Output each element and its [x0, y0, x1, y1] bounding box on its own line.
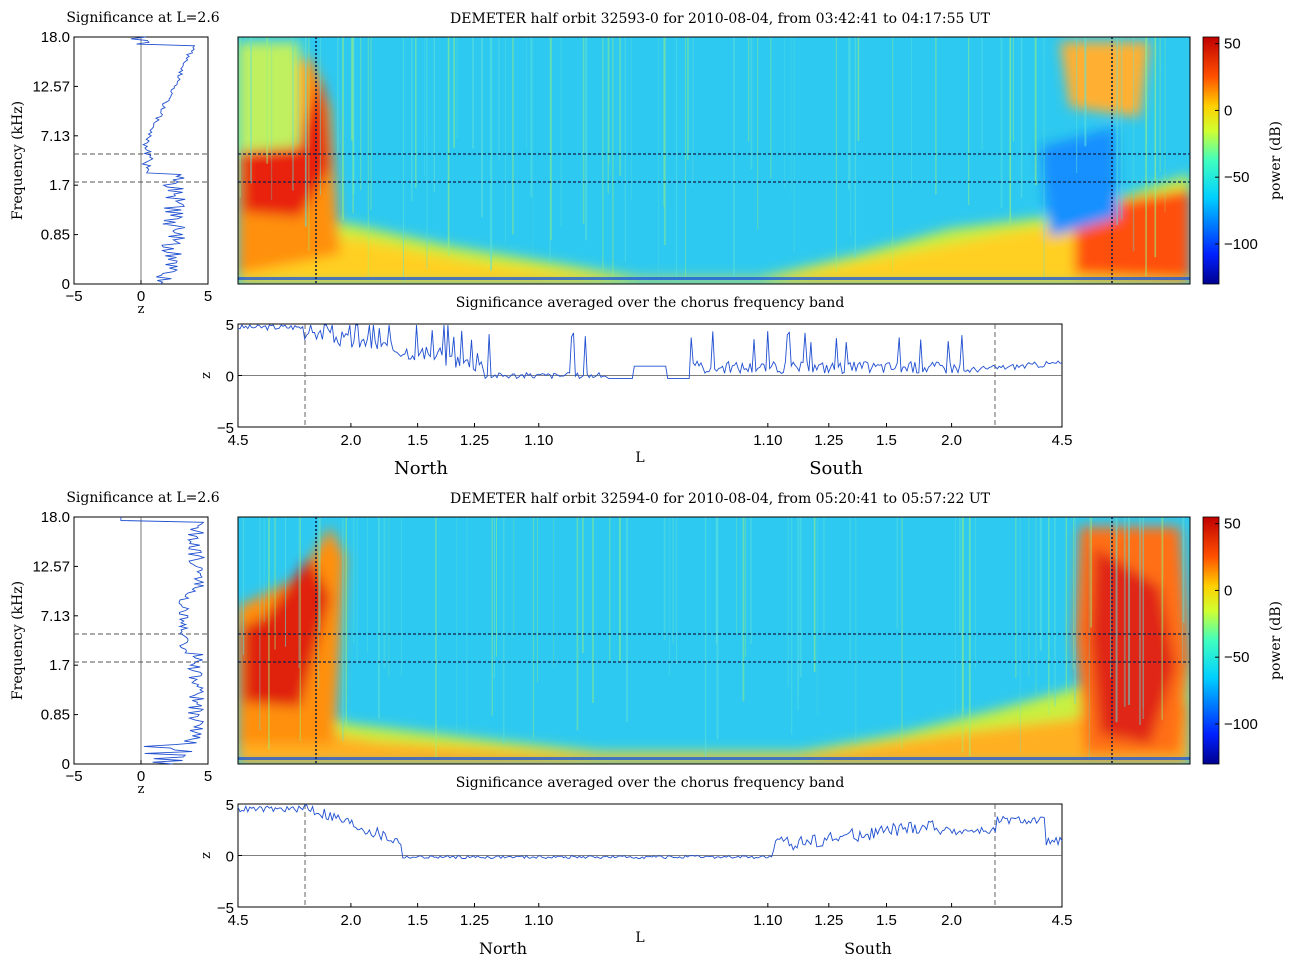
freq-tick: 0.85	[41, 707, 70, 724]
panel-1: DEMETER half orbit 32593-0 for 2010-08-0…	[10, 10, 1284, 479]
freq-tick: 7.13	[41, 608, 70, 625]
hemisphere-north: North	[394, 458, 448, 479]
z-tick: −5	[65, 768, 82, 785]
freq-tick: 1.7	[49, 657, 70, 674]
L-tick: 4.5	[228, 432, 249, 449]
freq-tick: 0	[62, 276, 70, 293]
spectrogram	[237, 36, 1191, 285]
colorbar	[1202, 516, 1220, 765]
colorbar	[1202, 36, 1220, 285]
bottom-z-tick: 0	[226, 369, 234, 386]
panel-2: DEMETER half orbit 32594-0 for 2010-08-0…	[0, 480, 1290, 960]
freq-tick: 0	[62, 756, 70, 773]
bottom-ylabel: z	[199, 372, 214, 379]
z-tick: −5	[65, 288, 82, 305]
bottom-z-tick: −5	[217, 900, 234, 917]
lowband-core	[238, 204, 1190, 284]
L-tick: 1.25	[460, 912, 489, 929]
freq-tick: 0.85	[41, 227, 70, 244]
L-tick: 2.0	[340, 912, 361, 929]
bottom-significance-line	[237, 324, 1063, 380]
L-tick: 2.0	[941, 912, 962, 929]
L-tick: 1.10	[524, 912, 553, 929]
hemisphere-north: North	[479, 939, 527, 958]
colorbar-tick: 50	[1224, 36, 1241, 53]
hemisphere-south: South	[809, 458, 863, 479]
L-tick: 1.5	[876, 912, 897, 929]
bottom-panel-title: Significance averaged over the chorus fr…	[456, 295, 845, 311]
freq-tick: 12.57	[32, 558, 70, 575]
colorbar-label: power (dB)	[1268, 121, 1284, 200]
colorbar-tick: −100	[1224, 236, 1258, 253]
bottom-z-tick: 5	[226, 317, 234, 334]
left-ylabel: Frequency (kHz)	[10, 101, 26, 220]
bottom-significance-line	[237, 804, 1063, 860]
left-xlabel: z	[138, 302, 145, 317]
bottom-z-tick: −5	[217, 420, 234, 437]
spectrogram-title: DEMETER half orbit 32594-0 for 2010-08-0…	[450, 491, 991, 507]
colorbar-tick: −100	[1224, 716, 1258, 733]
colorbar-label: power (dB)	[1268, 601, 1284, 680]
north-chorus-core	[243, 557, 330, 707]
L-tick: 1.25	[814, 912, 843, 929]
left-xlabel: z	[138, 782, 145, 797]
north-high-band	[238, 42, 300, 152]
L-tick: 2.0	[941, 432, 962, 449]
chart-svg: DEMETER half orbit 32593-0 for 2010-08-0…	[10, 10, 1284, 479]
z-tick: 0	[137, 288, 145, 305]
L-tick: 1.5	[876, 432, 897, 449]
hemisphere-south: South	[844, 939, 892, 958]
lowband-core	[238, 704, 1190, 764]
L-tick: 1.25	[460, 432, 489, 449]
L-tick: 1.5	[407, 432, 428, 449]
south-high-band	[1060, 42, 1150, 117]
freq-tick: 1.7	[49, 177, 70, 194]
L-tick: 4.5	[228, 912, 249, 929]
bottom-panel-title: Significance averaged over the chorus fr…	[456, 775, 845, 791]
z-tick: 5	[204, 288, 212, 305]
chart-svg: DEMETER half orbit 32594-0 for 2010-08-0…	[10, 490, 1284, 958]
colorbar-tick: 0	[1224, 102, 1232, 119]
bottom-xlabel: L	[635, 930, 644, 946]
freq-tick: 18.0	[41, 509, 70, 526]
L-tick: 1.10	[753, 432, 782, 449]
L-tick: 1.10	[753, 912, 782, 929]
bottom-z-tick: 5	[226, 797, 234, 814]
left-ylabel: Frequency (kHz)	[10, 581, 26, 700]
bottom-xlabel: L	[635, 450, 644, 466]
left-significance-line	[120, 517, 206, 765]
colorbar-tick: 50	[1224, 516, 1241, 533]
z-tick: 5	[204, 768, 212, 785]
spectrogram-title: DEMETER half orbit 32593-0 for 2010-08-0…	[450, 11, 991, 27]
left-panel-title: Significance at L=2.6	[66, 10, 219, 26]
left-significance-line	[130, 36, 196, 285]
bottom-z-tick: 0	[226, 849, 234, 866]
freq-tick: 7.13	[41, 128, 70, 145]
freq-tick: 12.57	[32, 78, 70, 95]
L-tick: 4.5	[1052, 432, 1073, 449]
freq-tick: 18.0	[41, 29, 70, 46]
colorbar-tick: −50	[1224, 169, 1249, 186]
L-tick: 2.0	[340, 432, 361, 449]
L-tick: 4.5	[1052, 912, 1073, 929]
colorbar-tick: 0	[1224, 582, 1232, 599]
L-tick: 1.5	[407, 912, 428, 929]
colorbar-tick: −50	[1224, 649, 1249, 666]
left-panel-title: Significance at L=2.6	[66, 490, 219, 506]
spectrogram	[237, 516, 1191, 765]
L-tick: 1.10	[524, 432, 553, 449]
z-tick: 0	[137, 768, 145, 785]
L-tick: 1.25	[814, 432, 843, 449]
bottom-ylabel: z	[199, 852, 214, 859]
